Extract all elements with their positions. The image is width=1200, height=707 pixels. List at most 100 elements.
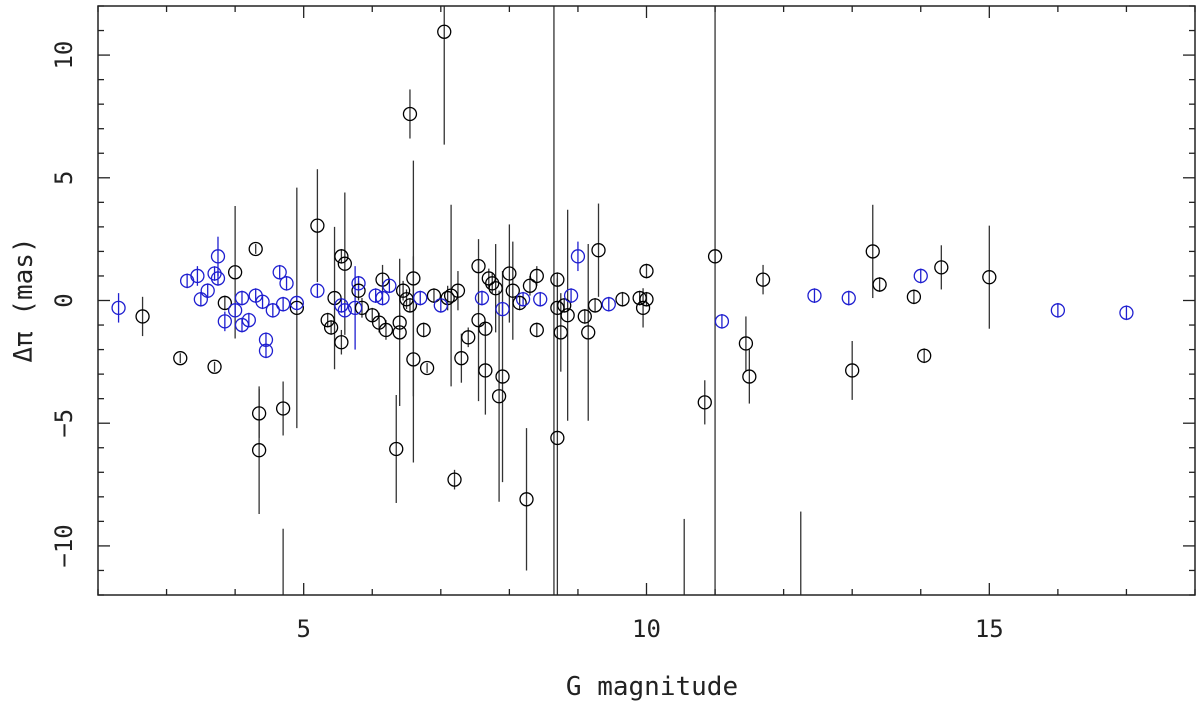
data-point	[258, 332, 274, 347]
data-point	[471, 312, 486, 328]
data-point	[334, 335, 349, 350]
data-point	[519, 492, 534, 507]
data-point	[707, 249, 723, 264]
data-point	[241, 312, 256, 328]
data-point	[416, 322, 431, 338]
data-point	[934, 260, 949, 275]
y-axis-label: Δπ (mas)	[9, 237, 39, 362]
data-point	[275, 297, 291, 312]
data-point	[570, 249, 586, 264]
data-point	[450, 283, 466, 298]
data-point	[289, 300, 304, 316]
y-tick-label: −10	[50, 524, 78, 567]
data-point	[135, 309, 150, 324]
data-point	[488, 281, 503, 296]
data-point	[337, 303, 352, 318]
data-point	[413, 290, 428, 306]
data-point	[1119, 305, 1134, 320]
data-point	[807, 288, 822, 303]
data-point	[406, 352, 421, 367]
data-point	[485, 276, 500, 291]
data-point	[275, 401, 291, 416]
data-point	[351, 276, 366, 291]
data-point	[550, 430, 565, 446]
data-point	[865, 244, 880, 259]
data-point	[615, 292, 630, 307]
data-point	[1050, 303, 1066, 318]
data-point	[982, 270, 997, 285]
data-point	[334, 298, 349, 313]
x-tick-label: 15	[975, 615, 1004, 643]
data-point	[591, 243, 606, 258]
error-bars-layer	[117, 6, 1128, 595]
data-point	[334, 249, 349, 264]
data-point	[227, 265, 243, 280]
data-point	[495, 301, 510, 317]
data-point	[406, 271, 421, 286]
data-point	[248, 241, 263, 257]
data-point	[320, 312, 335, 328]
data-point	[461, 330, 476, 345]
data-point	[289, 295, 304, 311]
data-point	[917, 348, 932, 363]
data-point	[251, 443, 267, 458]
data-point	[632, 290, 647, 306]
y-axis-ticks: −10 −5 0 5 10	[50, 5, 1195, 596]
data-point	[512, 295, 527, 311]
data-point	[354, 300, 370, 316]
data-point	[454, 351, 469, 366]
data-point	[478, 321, 493, 336]
data-point	[471, 258, 486, 274]
data-point	[495, 369, 510, 384]
x-tick-label: 5	[296, 615, 310, 643]
y-tick-label: 0	[50, 293, 78, 307]
data-point	[389, 441, 404, 457]
data-point	[193, 292, 208, 307]
data-point	[310, 283, 325, 298]
data-point	[426, 288, 442, 303]
data-point	[560, 308, 575, 323]
data-point	[173, 351, 188, 366]
data-point	[419, 360, 435, 376]
data-point	[368, 288, 383, 303]
data-point	[841, 290, 856, 306]
data-point	[550, 272, 565, 287]
data-point	[210, 249, 226, 264]
data-point	[217, 295, 232, 311]
data-point	[217, 314, 232, 329]
data-point	[111, 300, 126, 316]
data-point	[255, 294, 270, 309]
data-point	[323, 320, 339, 335]
data-point	[310, 218, 325, 233]
data-point	[378, 322, 394, 338]
data-point	[347, 300, 363, 316]
data-point	[755, 272, 771, 287]
data-point	[402, 106, 418, 122]
data-point	[433, 298, 448, 313]
data-point	[251, 406, 267, 421]
data-point	[714, 314, 730, 329]
data-point	[906, 289, 922, 304]
data-point	[402, 298, 418, 313]
data-point	[227, 303, 243, 318]
data-point	[529, 268, 544, 284]
data-point	[533, 292, 548, 307]
data-point	[577, 309, 592, 324]
data-point	[392, 315, 407, 330]
data-point	[234, 290, 250, 306]
data-points-layer	[111, 24, 1134, 507]
data-point	[635, 300, 651, 316]
data-point	[581, 325, 596, 340]
data-point	[382, 278, 397, 293]
data-point	[207, 266, 222, 281]
data-point	[502, 266, 517, 281]
data-point	[563, 288, 579, 303]
data-point	[210, 271, 226, 286]
data-point	[375, 290, 390, 306]
data-point	[515, 292, 531, 307]
data-point	[437, 24, 452, 39]
data-point	[639, 292, 654, 307]
x-axis-label: G magnitude	[566, 672, 738, 702]
x-tick-label: 10	[632, 615, 661, 643]
